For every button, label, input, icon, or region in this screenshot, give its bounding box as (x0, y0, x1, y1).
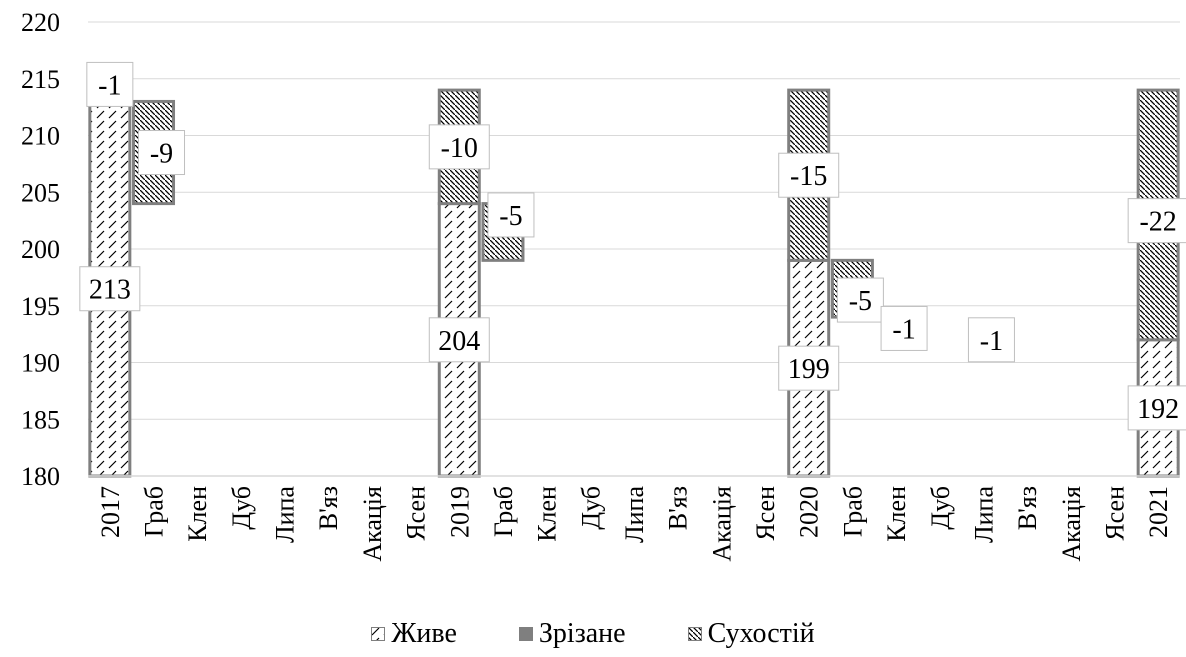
data-label: 199 (778, 345, 840, 391)
svg-text:199: 199 (788, 354, 830, 385)
data-label: 204 (428, 317, 490, 363)
svg-text:-9: -9 (150, 139, 173, 170)
data-label: -1 (86, 61, 134, 107)
svg-text:-1: -1 (980, 326, 1003, 357)
svg-text:-5: -5 (849, 286, 872, 317)
svg-text:192: 192 (1137, 394, 1179, 425)
x-tick-label: Граб (140, 486, 169, 537)
x-tick-label: Ясен (1100, 486, 1129, 541)
x-tick-label: В'яз (314, 486, 343, 530)
legend-item-cut: Зрізане (518, 618, 626, 650)
y-tick-label: 210 (21, 122, 60, 151)
data-label: -10 (428, 124, 490, 170)
legend-swatch-live (371, 627, 386, 641)
svg-text:213: 213 (89, 275, 131, 306)
x-tick-label: Ясен (402, 486, 431, 541)
legend-label-live: Живе (391, 618, 457, 649)
y-tick-label: 200 (21, 235, 60, 264)
x-tick-label: В'яз (664, 486, 693, 530)
x-tick-label: Дуб (227, 486, 256, 530)
legend-label-dry: Сухостій (707, 618, 815, 649)
x-tick-label: Липа (969, 486, 998, 543)
data-label: -1 (967, 317, 1015, 363)
legend-swatch-cut (518, 627, 533, 641)
x-tick-label: Клен (533, 486, 562, 542)
svg-text:-10: -10 (441, 133, 478, 164)
data-label: -5 (487, 192, 535, 238)
svg-text:-15: -15 (790, 161, 827, 192)
svg-text:204: 204 (438, 326, 480, 357)
x-tick-label: Липа (271, 486, 300, 543)
svg-text:-5: -5 (499, 201, 522, 232)
legend-swatch-dry (687, 627, 702, 641)
x-tick-label: Граб (838, 486, 867, 537)
y-tick-label: 185 (21, 405, 60, 434)
x-tick-label: Дуб (926, 486, 955, 530)
x-tick-label: Граб (489, 486, 518, 537)
x-tick-label: Акація (707, 486, 736, 562)
x-tick-label: Ясен (751, 486, 780, 541)
legend-label-cut: Зрізане (538, 618, 626, 649)
chart-svg: -1 213 -9 -10 204 -5 -15 199 -5 -1 -1 -22 192 180 185… (21, 8, 1186, 562)
y-tick-label: 180 (21, 462, 60, 491)
x-tick-label: Акація (358, 486, 387, 562)
x-tick-label: 2017 (96, 486, 125, 538)
legend-item-dry: Сухостій (687, 618, 815, 650)
data-label: -1 (880, 305, 928, 351)
legend-item-live: Живе (371, 618, 457, 650)
y-tick-label: 215 (21, 65, 60, 94)
legend: Живе Зрізане Сухостій (0, 618, 1186, 650)
x-tick-label: 2019 (445, 486, 474, 538)
data-label: -5 (836, 277, 884, 323)
svg-text:-1: -1 (892, 314, 915, 345)
data-label: 192 (1127, 385, 1186, 431)
y-tick-label: 220 (21, 8, 60, 37)
x-tick-label: В'яз (1013, 486, 1042, 530)
y-tick-label: 205 (21, 178, 60, 207)
data-label: 213 (79, 266, 141, 312)
y-tick-label: 190 (21, 349, 60, 378)
x-tick-label: 2021 (1144, 486, 1173, 538)
y-tick-label: 195 (21, 292, 60, 321)
x-tick-label: Клен (183, 486, 212, 542)
x-tick-label: Акація (1057, 486, 1086, 562)
x-tick-label: Клен (882, 486, 911, 542)
svg-text:-22: -22 (1139, 207, 1176, 238)
svg-text:-1: -1 (98, 70, 121, 101)
x-tick-label: Липа (620, 486, 649, 543)
x-tick-label: Дуб (576, 486, 605, 530)
data-label: -9 (138, 130, 186, 176)
x-tick-label: 2020 (795, 486, 824, 538)
data-label: -15 (778, 152, 840, 198)
data-label: -22 (1127, 198, 1186, 244)
